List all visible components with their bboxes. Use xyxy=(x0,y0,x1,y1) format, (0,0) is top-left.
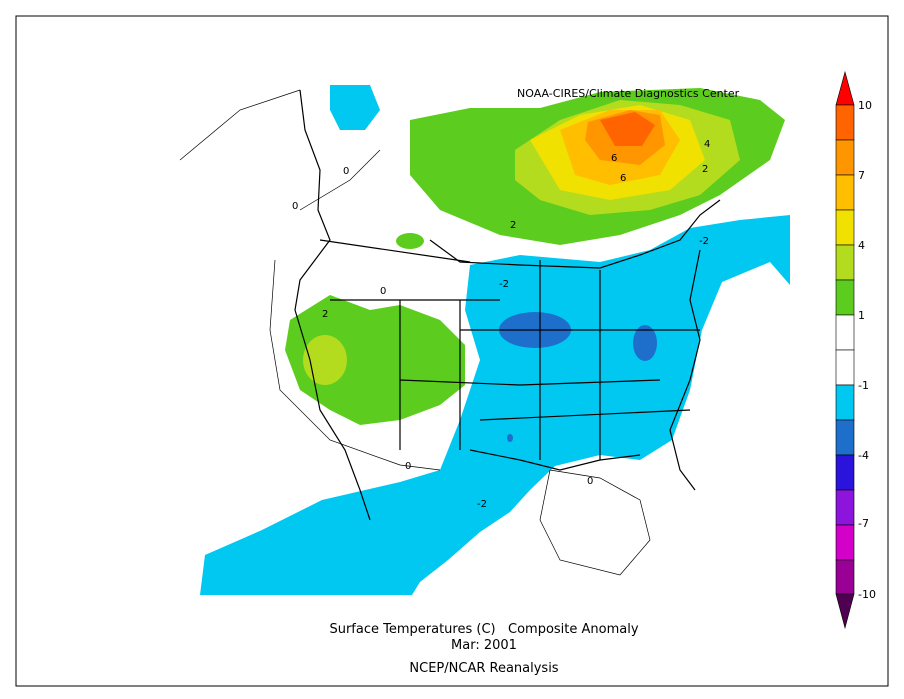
colorbar-cell xyxy=(835,454,855,491)
credit: NOAA-CIRES/Climate Diagnostics Center xyxy=(517,87,740,100)
colorbar-cell xyxy=(835,524,855,561)
contour-label: 6 xyxy=(620,173,626,184)
colorbar-cell xyxy=(835,174,855,211)
cold-region xyxy=(200,215,790,595)
contour-label: 2 xyxy=(510,220,516,231)
colorbar-label: 7 xyxy=(858,169,865,182)
contour-label: 0 xyxy=(587,476,593,487)
colorbar-cell xyxy=(835,349,855,386)
contour-label: 0 xyxy=(292,201,298,212)
contour-line xyxy=(179,89,651,576)
contour-label: 0 xyxy=(380,286,386,297)
contour-label: -2 xyxy=(477,499,487,510)
title: Surface Temperatures (C) Composite Anoma… xyxy=(329,622,638,637)
colorbar-cell xyxy=(835,279,855,316)
contour-label: -2 xyxy=(499,279,509,290)
colorbar-label: -4 xyxy=(858,449,869,462)
contour-label: 0 xyxy=(405,461,411,472)
colorbar-label: 10 xyxy=(858,99,872,112)
contour-label: 2 xyxy=(702,164,708,175)
state-lines xyxy=(319,239,700,460)
colorbar-cell xyxy=(835,209,855,246)
colorbar-cell xyxy=(835,384,855,421)
contour-label: 0 xyxy=(343,166,349,177)
subtitle: Mar: 2001 xyxy=(451,638,517,653)
warm-core-west xyxy=(303,335,347,385)
colder-patch xyxy=(507,434,513,442)
map xyxy=(179,85,790,595)
colorbar-cell xyxy=(835,314,855,351)
colorbar-cell xyxy=(835,139,855,176)
colorbar-label: -10 xyxy=(858,588,876,601)
colorbar-cell xyxy=(835,104,855,141)
colorbar-cell xyxy=(835,559,855,595)
colorbar-cell xyxy=(835,244,855,281)
colorbar-cell xyxy=(835,489,855,526)
colder-patch xyxy=(633,325,657,361)
contour-label: 6 xyxy=(611,153,617,164)
coastline xyxy=(294,89,721,521)
colorbar: 10 7 4 1 -1 -4 -7 -10 xyxy=(835,70,876,630)
colorbar-label: -1 xyxy=(858,379,869,392)
colorbar-cell xyxy=(835,593,855,630)
colorbar-label: 4 xyxy=(858,239,865,252)
frame xyxy=(15,15,889,687)
cold-region-north xyxy=(330,85,380,130)
warm-region-west xyxy=(285,295,465,425)
contour-label: -2 xyxy=(699,236,709,247)
colorbar-label: -7 xyxy=(858,517,869,530)
colorbar-cell xyxy=(835,419,855,456)
warm-patch xyxy=(396,233,424,249)
contour-labels: 2 0 0 0 0 0 -2 -2 -2 2 2 4 6 6 xyxy=(292,139,710,510)
source: NCEP/NCAR Reanalysis xyxy=(409,661,558,676)
warm-region-6 xyxy=(600,112,655,146)
colorbar-label: 1 xyxy=(858,309,865,322)
contour-label: 2 xyxy=(322,309,328,320)
contour-label: 4 xyxy=(704,139,710,150)
